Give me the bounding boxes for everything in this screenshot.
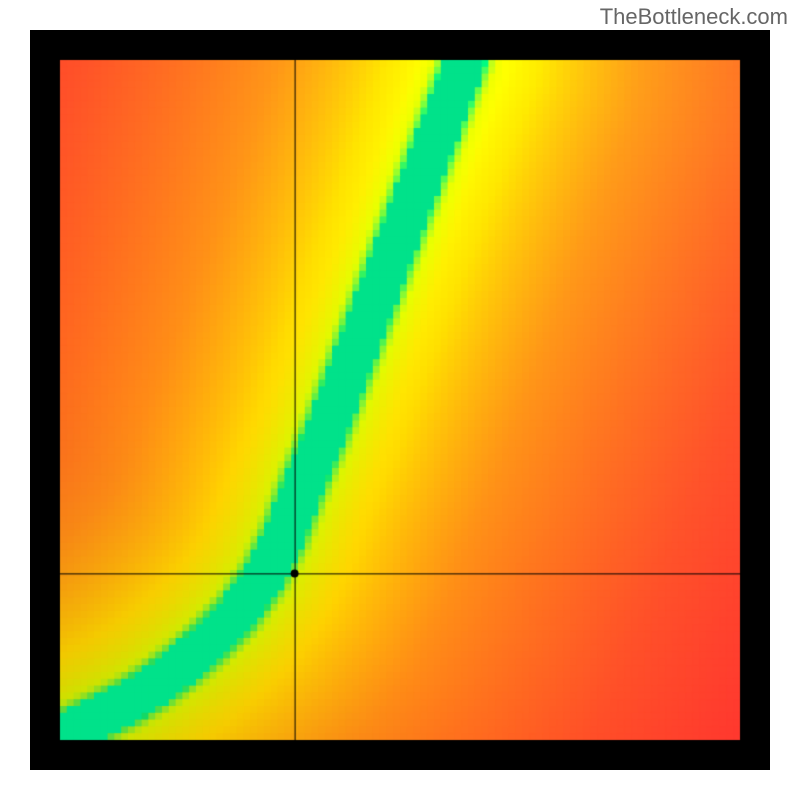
bottleneck-heatmap — [30, 30, 770, 770]
watermark-text: TheBottleneck.com — [600, 4, 788, 30]
